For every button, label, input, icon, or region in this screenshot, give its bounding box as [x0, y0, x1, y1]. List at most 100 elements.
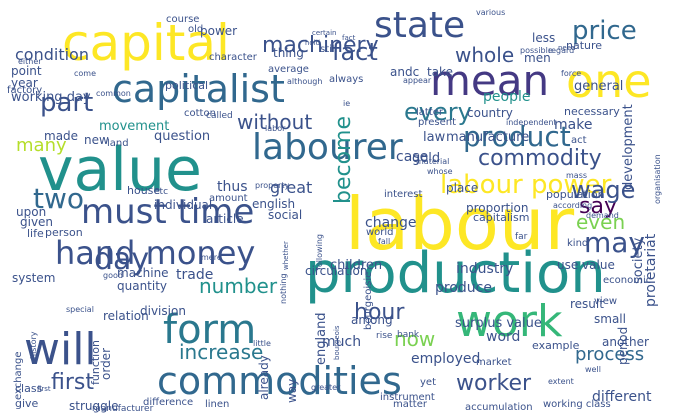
word-come: come	[74, 69, 97, 78]
word-circulation: circulation	[305, 264, 368, 278]
word-among: among	[351, 313, 393, 327]
word-point: point	[11, 64, 42, 78]
word-force: force	[561, 69, 582, 78]
word-upon: upon	[16, 205, 47, 219]
word-first: first	[37, 385, 51, 393]
word-fall: fall	[378, 237, 391, 246]
word-thing: thing	[273, 46, 304, 60]
word-use-value: use value	[557, 258, 615, 272]
word-without: without	[237, 110, 313, 134]
word-possible: possible	[520, 46, 553, 55]
word-employed: employed	[411, 351, 481, 367]
word-value: value	[38, 135, 202, 205]
word-common: common	[96, 89, 131, 98]
word-capital: capital	[62, 14, 230, 72]
word-men: men	[524, 51, 551, 65]
word-question: question	[154, 129, 211, 144]
word-new: new	[84, 133, 109, 147]
word-production: production	[305, 241, 606, 306]
word-various: various	[476, 8, 506, 17]
word-will: will	[24, 324, 97, 375]
word-individual: individual	[154, 198, 213, 212]
word-class: class	[15, 382, 43, 395]
word-mean: mean	[430, 56, 550, 105]
word-many: many	[16, 135, 67, 156]
word-word: word	[486, 329, 521, 345]
word-labour-power: labour power	[440, 170, 612, 200]
word-whether: whether	[282, 241, 290, 270]
word-gold: gold	[412, 151, 441, 166]
word-kind: kind	[567, 238, 589, 249]
word-market: market	[476, 357, 512, 368]
word-development: development	[621, 104, 636, 190]
word-even: even	[576, 210, 626, 234]
word-wage: wage	[571, 176, 636, 204]
word-one: one	[566, 54, 652, 108]
word-people: people	[483, 89, 531, 105]
word-say: say	[579, 194, 617, 219]
word-organisation: organisation	[653, 154, 662, 204]
word-work: work	[456, 296, 563, 347]
word-instrument: instrument	[380, 392, 435, 403]
word-hold: hold	[305, 39, 321, 47]
word-nature: nature	[566, 39, 603, 52]
word-certain: certain	[312, 29, 337, 37]
word-law: law	[423, 130, 446, 145]
word-mere: mere	[201, 253, 222, 262]
word-history: history	[29, 331, 38, 359]
word-two: two	[33, 182, 85, 215]
word-working-class: working class	[543, 399, 611, 410]
word-way: way	[285, 378, 299, 403]
word-factory: factory	[7, 85, 43, 96]
word-fact: fact	[342, 34, 356, 42]
word-become: become	[331, 115, 356, 204]
word-manufacturer: manufacturer	[92, 404, 154, 414]
word-whose: whose	[427, 167, 453, 176]
word-either: either	[18, 57, 42, 66]
word-rise: rise	[376, 331, 393, 341]
word-power: power	[200, 24, 238, 38]
word-produce: produce	[435, 280, 492, 296]
word-part: part	[40, 88, 94, 118]
word-given: given	[20, 215, 54, 229]
word-land: land	[107, 138, 129, 149]
word-act: act	[571, 135, 587, 146]
word-must-time: must time	[81, 192, 255, 232]
word-relation: relation	[103, 309, 149, 323]
word-condition: condition	[15, 45, 89, 64]
word-children: children	[330, 258, 383, 273]
word-character: character	[209, 52, 257, 63]
word-proportion: proportion	[466, 201, 529, 215]
word-thus: thus	[217, 179, 248, 195]
word-hour: hour	[354, 300, 405, 325]
word-hand-money: hand money	[55, 234, 256, 272]
word-labour: labour	[345, 182, 575, 266]
word-manufacture: manufacture	[446, 130, 530, 145]
word-property: property	[255, 181, 290, 190]
word-interest: interest	[384, 189, 423, 200]
word-world: world	[366, 227, 394, 238]
word-nothing: nothing	[279, 273, 288, 304]
word-price: price	[572, 16, 637, 46]
word-mass: mass	[566, 171, 588, 180]
word-linen: linen	[205, 399, 230, 410]
word-article: article	[206, 212, 244, 226]
word-working-day: working day	[11, 90, 91, 105]
word-surplus-value: surplus value	[455, 316, 542, 331]
word-little: little	[253, 339, 271, 348]
word-material: material	[416, 157, 450, 166]
word-may: may	[584, 226, 646, 259]
word-commodities: commodities	[157, 359, 402, 403]
word-life: life	[27, 227, 44, 240]
word-different: different	[592, 389, 652, 405]
word-make: make	[554, 117, 593, 133]
word-function: function	[89, 340, 102, 385]
word-matter: matter	[393, 399, 427, 410]
word-product: product	[463, 120, 571, 153]
word-place: place	[446, 181, 479, 195]
word-proletariat: proletariat	[643, 233, 659, 307]
word-yet: yet	[420, 377, 436, 388]
word-number: number	[199, 274, 278, 298]
word-less: less	[532, 31, 556, 45]
